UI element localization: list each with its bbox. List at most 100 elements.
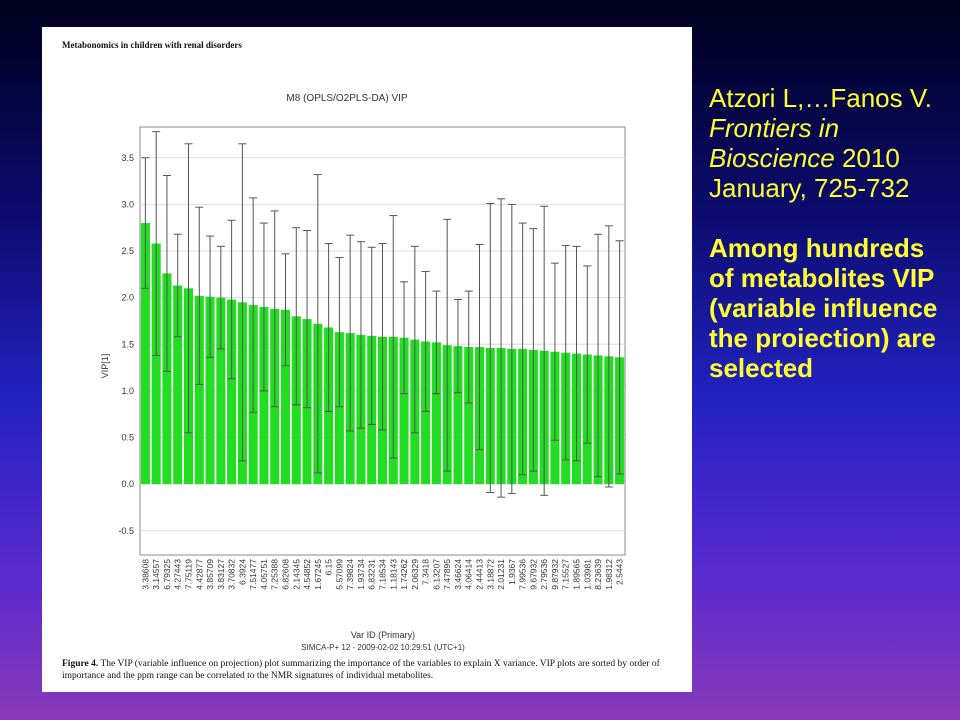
bar — [259, 306, 269, 485]
error-bar — [507, 203, 516, 494]
bar — [162, 273, 172, 485]
x-tick-label: 7.18534 — [378, 559, 388, 590]
bar — [334, 332, 344, 485]
x-tick-label: 6.82608 — [281, 559, 291, 590]
error-bar — [141, 157, 150, 289]
x-tick-label: 7.39824 — [345, 559, 355, 590]
error-bar — [594, 233, 603, 478]
figure-panel: M8 (OPLS/O2PLS-DA) VIP VIP[1] Var ID (Pr… — [42, 27, 692, 692]
chart-title: M8 (OPLS/O2PLS-DA) VIP — [286, 93, 407, 104]
y-tick-label: 1.5 — [121, 339, 134, 349]
error-bar — [356, 241, 365, 429]
error-bar — [173, 233, 182, 338]
x-tick-label: 5.57099 — [334, 559, 344, 590]
y-tick-label: 3.0 — [121, 199, 134, 209]
y-axis-label: VIP[1] — [100, 354, 110, 379]
y-tick-label: 0.0 — [121, 479, 134, 489]
x-tick-label: 2.01231 — [496, 559, 506, 590]
citation: Atzori L,…Fanos V. — [709, 83, 933, 113]
x-tick-label: 3.14557 — [151, 559, 161, 590]
error-bar — [292, 227, 301, 406]
error-bar — [270, 210, 279, 408]
x-tick-label: 3.18872 — [485, 559, 495, 590]
caption-label: Figure 4. — [62, 659, 99, 669]
x-tick-label: 4.06414 — [464, 559, 474, 590]
x-tick-label: 2.14345 — [291, 559, 301, 590]
error-bar — [550, 262, 559, 441]
bar — [227, 299, 237, 485]
error-bar — [303, 230, 312, 409]
bar — [151, 243, 161, 485]
bar — [453, 346, 463, 485]
error-bar — [604, 225, 613, 488]
error-bar — [335, 257, 344, 408]
x-tick-label: 2.5443 — [615, 559, 625, 585]
x-axis-label: Var ID (Primary) — [351, 630, 415, 640]
x-tick-label: 3.70832 — [227, 559, 237, 590]
error-bar — [346, 234, 355, 432]
x-tick-label: 1.18143 — [388, 559, 398, 590]
x-tick-label: 9.87932 — [550, 559, 560, 590]
x-tick-label: 1.9367 — [507, 559, 517, 585]
error-bar — [238, 143, 247, 462]
x-tick-label: 2.44413 — [475, 559, 485, 590]
bar — [205, 296, 215, 485]
error-bar — [432, 290, 441, 395]
reference: 2010 January, 725-732 — [709, 143, 910, 203]
error-bar — [443, 218, 452, 472]
x-tick-label: 1.93734 — [356, 559, 366, 590]
x-tick-label: 4.05751 — [259, 559, 269, 590]
error-bar — [518, 222, 527, 476]
x-tick-label: 4.27443 — [173, 559, 183, 590]
x-tick-label: 1.03981 — [582, 559, 592, 590]
error-bar — [464, 290, 473, 404]
error-bar — [227, 219, 236, 380]
x-tick-label: 3.38608 — [140, 559, 150, 590]
statement: Among hundreds of metabolites VIP (varia… — [709, 233, 938, 383]
error-bar — [410, 245, 419, 434]
reference-block: Atzori L,…Fanos V. Frontiers in Bioscienc… — [709, 83, 954, 203]
x-tick-label: 7.25388 — [270, 559, 280, 590]
error-bar — [486, 202, 495, 494]
error-bar — [453, 299, 462, 394]
x-tick-label: 7.51477 — [248, 559, 258, 590]
x-tick-label: 3.85709 — [205, 559, 215, 590]
x-tick-label: 7.3418 — [421, 559, 431, 585]
bar — [194, 295, 204, 485]
x-tick-label: 1.89565 — [572, 559, 582, 590]
error-bar — [206, 235, 215, 358]
x-tick-label: 3.83127 — [216, 559, 226, 590]
error-bar — [313, 174, 322, 474]
x-tick-label: 9.67932 — [528, 559, 538, 590]
error-bar — [389, 215, 398, 459]
x-tick-label: 7.15527 — [561, 559, 571, 590]
x-tick-label: 4.42877 — [194, 559, 204, 590]
error-bar — [421, 271, 430, 412]
y-tick-label: 2.5 — [121, 246, 134, 256]
bar — [421, 341, 431, 485]
y-tick-label: 3.5 — [121, 153, 134, 163]
error-bar — [561, 244, 570, 461]
bar — [216, 297, 226, 485]
error-bar — [572, 245, 581, 462]
figure-header: Metabonomics in children with renal diso… — [62, 40, 242, 50]
x-tick-label: 3.46624 — [453, 559, 463, 590]
y-tick-label: 2.0 — [121, 293, 134, 303]
error-bar — [378, 243, 387, 431]
error-bar — [540, 205, 549, 496]
caption-text: The VIP (variable influence on projectio… — [62, 659, 660, 681]
figure-caption: Figure 4. The VIP (variable influence on… — [62, 658, 677, 682]
bar — [431, 342, 441, 485]
bar — [173, 285, 183, 485]
error-bar — [475, 243, 484, 451]
y-tick-label: 1.0 — [121, 386, 134, 396]
error-bar — [259, 222, 268, 392]
error-bar — [497, 198, 506, 498]
error-bar — [195, 206, 204, 385]
x-tick-label: 7.47895 — [442, 559, 452, 590]
x-tick-label: 6.15 — [324, 559, 334, 576]
error-bar — [152, 131, 161, 356]
error-bar — [615, 240, 624, 475]
x-tick-label: 2.06329 — [410, 559, 420, 590]
